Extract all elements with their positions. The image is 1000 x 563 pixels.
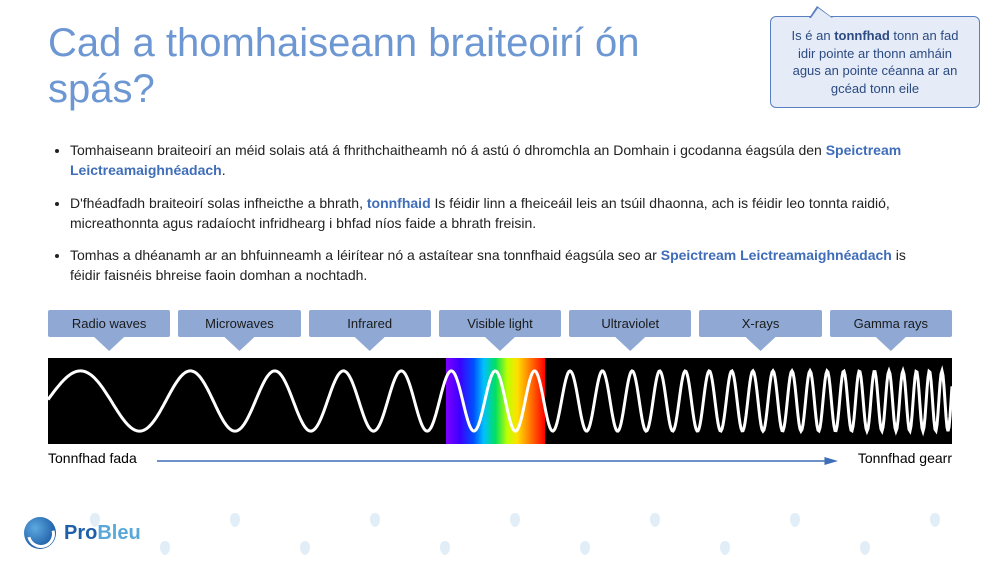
bullet-item: Tomhaiseann braiteoirí an méid solais at…	[70, 140, 940, 181]
drop-icon	[790, 513, 800, 527]
drop-icon	[230, 513, 240, 527]
drop-icon	[720, 541, 730, 555]
chevron-down-icon	[746, 337, 776, 351]
chevron-down-icon	[224, 337, 254, 351]
bullet-list: Tomhaiseann braiteoirí an méid solais at…	[70, 140, 940, 298]
decorative-drops	[0, 493, 1000, 563]
bullet-item: Tomhas a dhéanamh ar an bhfuinneamh a lé…	[70, 245, 940, 286]
drop-icon	[860, 541, 870, 555]
bullet-text: D'fhéadfadh braiteoirí solas infheicthe …	[70, 195, 367, 211]
probleu-logo: ProBleu	[24, 517, 141, 549]
drop-icon	[580, 541, 590, 555]
logo-mark-icon	[24, 517, 56, 549]
bullet-highlight: tonnfhaid	[367, 195, 431, 211]
logo-text: ProBleu	[64, 522, 141, 545]
chevron-down-icon	[876, 337, 906, 351]
spectrum-label-text: Infrared	[309, 310, 431, 337]
spectrum-label: Ultraviolet	[569, 310, 691, 351]
wave-line	[48, 358, 952, 444]
drop-icon	[510, 513, 520, 527]
spectrum-label: Radio waves	[48, 310, 170, 351]
spectrum-diagram	[48, 358, 952, 444]
spectrum-labels-row: Radio waves Microwaves Infrared Visible …	[48, 310, 952, 351]
drop-icon	[930, 513, 940, 527]
chevron-down-icon	[94, 337, 124, 351]
spectrum-label: X-rays	[699, 310, 821, 351]
bullet-item: D'fhéadfadh braiteoirí solas infheicthe …	[70, 193, 940, 234]
spectrum-label-text: Visible light	[439, 310, 561, 337]
axis-long-label: Tonnfhad fada	[48, 450, 137, 466]
bullet-text: Tomhaiseann braiteoirí an méid solais at…	[70, 142, 826, 158]
spectrum-label-text: Radio waves	[48, 310, 170, 337]
bullet-text: .	[222, 162, 226, 178]
bullet-highlight: Speictream Leictreamaighnéadach	[661, 247, 892, 263]
bullet-text: Tomhas a dhéanamh ar an bhfuinneamh a lé…	[70, 247, 661, 263]
definition-callout: Is é an tonnfhad tonn an fad idir pointe…	[770, 16, 980, 108]
drop-icon	[160, 541, 170, 555]
drop-icon	[300, 541, 310, 555]
page-title: Cad a thomhaiseann braiteoirí ón spás?	[48, 20, 688, 112]
chevron-down-icon	[615, 337, 645, 351]
spectrum-label: Microwaves	[178, 310, 300, 351]
chevron-down-icon	[355, 337, 385, 351]
spectrum-label-text: X-rays	[699, 310, 821, 337]
callout-pre: Is é an	[792, 28, 835, 43]
logo-pro: Pro	[64, 522, 97, 544]
axis-arrow	[157, 453, 838, 463]
spectrum-label: Infrared	[309, 310, 431, 351]
spectrum-label-text: Gamma rays	[830, 310, 952, 337]
spectrum-label: Visible light	[439, 310, 561, 351]
drop-icon	[440, 541, 450, 555]
spectrum-label-text: Ultraviolet	[569, 310, 691, 337]
spectrum-label: Gamma rays	[830, 310, 952, 351]
drop-icon	[650, 513, 660, 527]
callout-term: tonnfhad	[834, 28, 890, 43]
callout-tail	[809, 6, 833, 18]
spectrum-label-text: Microwaves	[178, 310, 300, 337]
chevron-down-icon	[485, 337, 515, 351]
wavelength-axis: Tonnfhad fada Tonnfhad gearr	[48, 450, 952, 466]
drop-icon	[370, 513, 380, 527]
axis-short-label: Tonnfhad gearr	[858, 450, 952, 466]
logo-bleu: Bleu	[97, 522, 140, 544]
